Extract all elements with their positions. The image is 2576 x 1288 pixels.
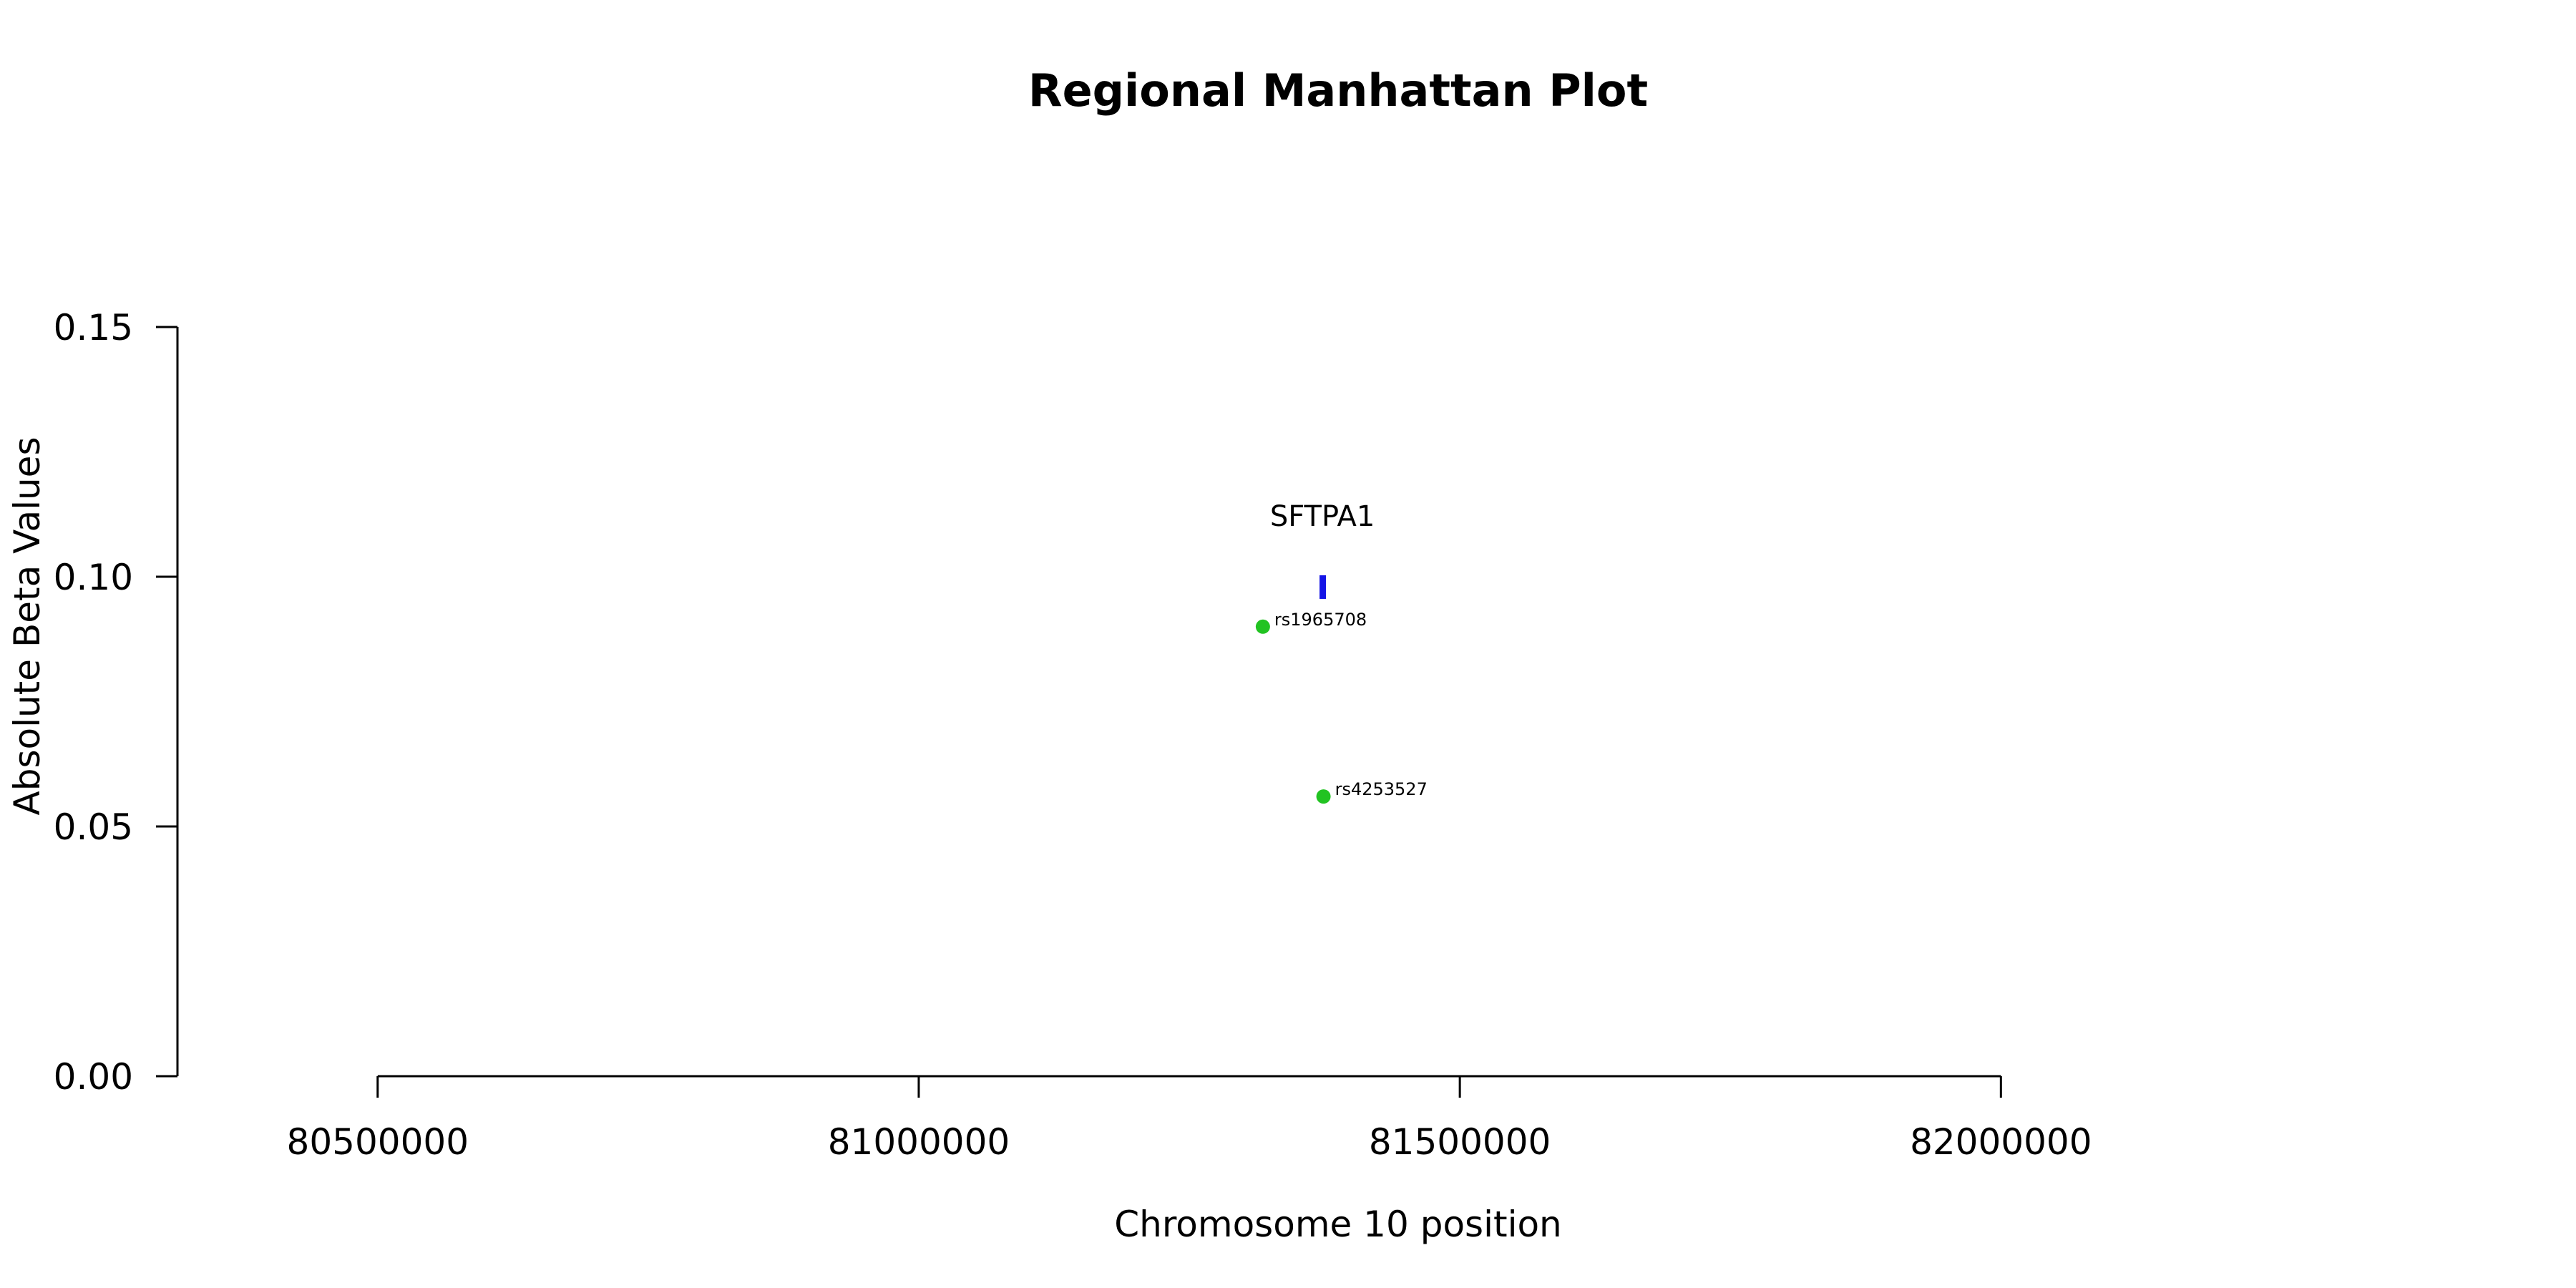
x-tick-label: 80500000: [287, 1121, 469, 1163]
x-tick-label: 82000000: [1910, 1121, 2092, 1163]
x-tick-label: 81500000: [1369, 1121, 1551, 1163]
y-tick-label: 0.05: [54, 806, 133, 848]
snp-points: rs1965708 rs4253527: [1255, 610, 1428, 804]
gene-marker: [1319, 575, 1327, 599]
x-axis-label: Chromosome 10 position: [1114, 1204, 1562, 1245]
snp-label: rs1965708: [1274, 610, 1367, 630]
snp-label: rs4253527: [1335, 779, 1428, 799]
snp-point: [1255, 619, 1270, 634]
y-axis-label: Absolute Beta Values: [6, 437, 48, 816]
snp-point: [1316, 789, 1331, 804]
gene-label: SFTPA1: [1270, 500, 1375, 533]
y-axis: 0.00 0.05 0.10 0.15: [54, 307, 179, 1098]
y-tick-label: 0.15: [54, 307, 133, 348]
y-tick-label: 0.10: [54, 557, 133, 598]
x-tick-label: 81000000: [828, 1121, 1010, 1163]
y-tick-label: 0.00: [54, 1056, 133, 1098]
gene-markers: SFTPA1: [1270, 500, 1375, 599]
chart-title: Regional Manhattan Plot: [1028, 64, 1648, 117]
x-axis: 80500000 81000000 81500000 82000000: [287, 1075, 2092, 1163]
